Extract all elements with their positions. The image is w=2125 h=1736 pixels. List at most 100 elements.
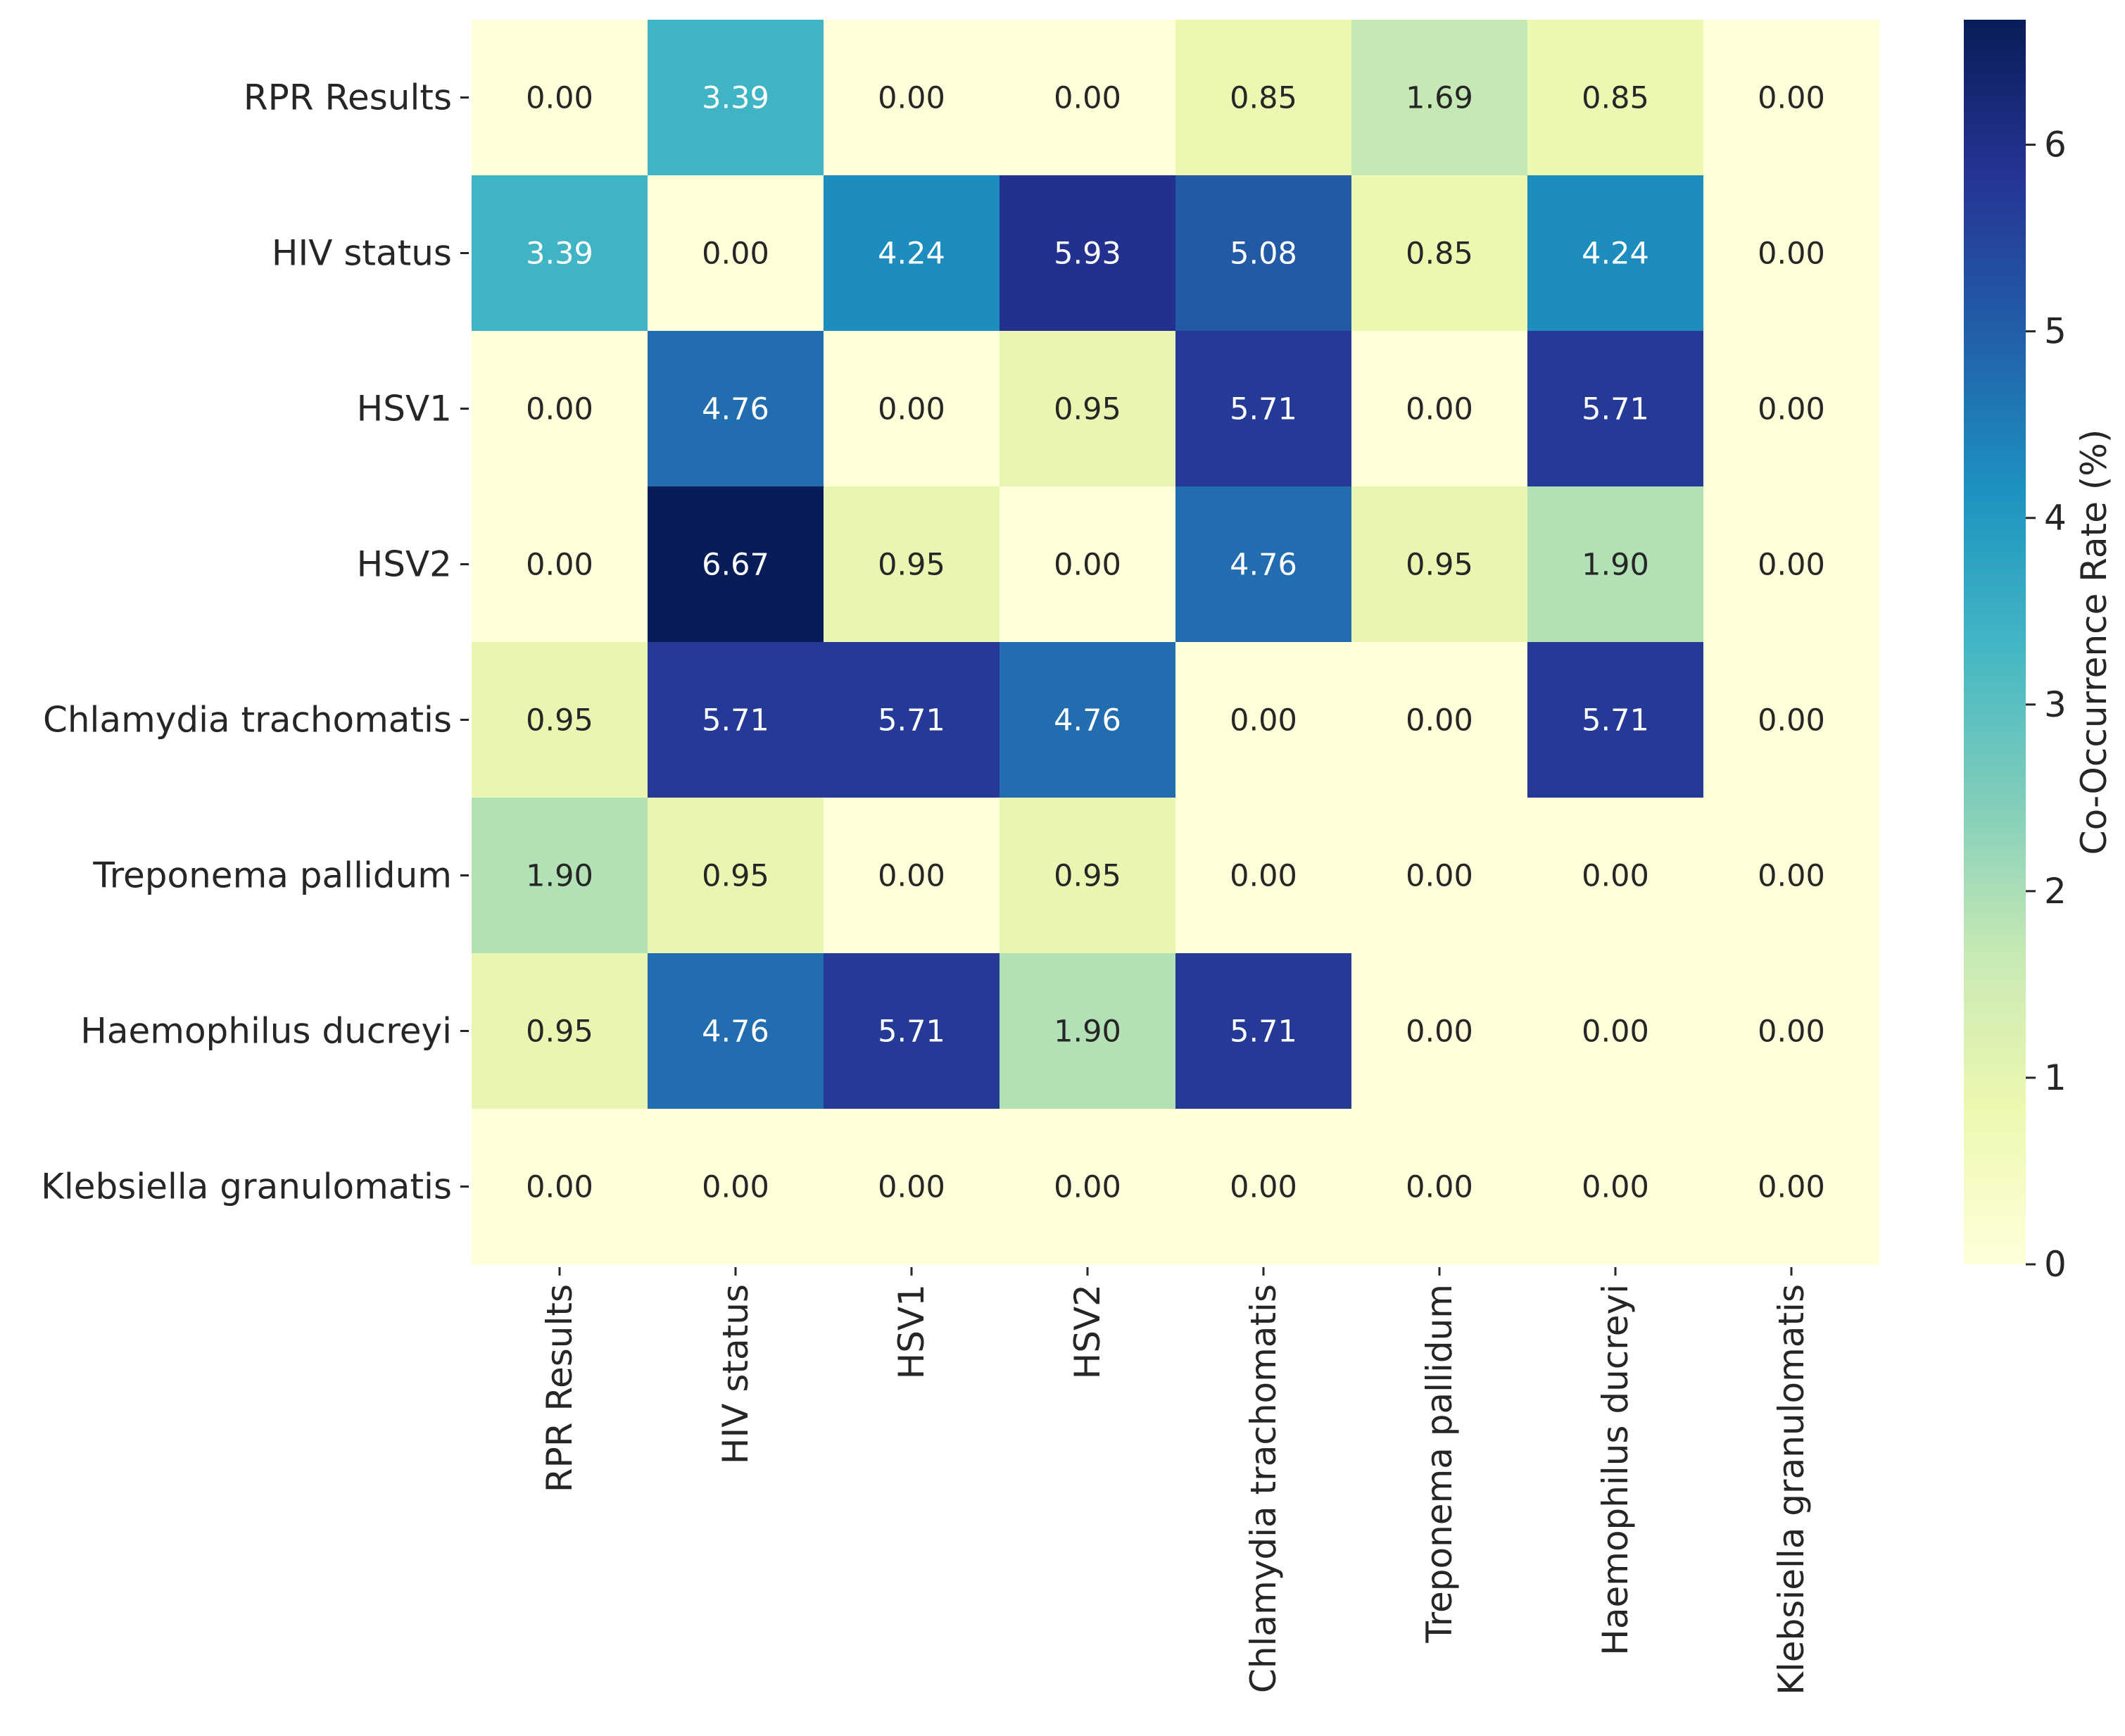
cell-value-labels: 0.00 3.39 0.00 0.00 0.85 1.69 0.85 0.00 3.39 0.00… <box>526 81 1825 1205</box>
heatmap-cell-r1-c0 <box>472 175 648 332</box>
colorbar-tick-label: 2 <box>2044 871 2067 912</box>
heatmap-cell-r5-c4 <box>1175 798 1352 954</box>
heatmap-cells <box>472 20 1880 1265</box>
cell-value-label: 0.00 <box>1758 859 1825 894</box>
cell-value-label: 5.71 <box>878 703 945 738</box>
y-tick-label-chlamydia-trachomatis: Chlamydia trachomatis <box>43 700 452 741</box>
heatmap-cell-r7-c2 <box>824 1109 1000 1265</box>
cell-value-label: 0.00 <box>526 1170 593 1205</box>
cell-value-label: 5.71 <box>702 703 769 738</box>
cell-value-label: 1.90 <box>1054 1014 1121 1050</box>
cell-value-label: 0.00 <box>1054 548 1121 583</box>
cell-value-label: 0.00 <box>1582 1014 1649 1050</box>
cell-value-label: 0.00 <box>1582 1170 1649 1205</box>
cell-value-label: 0.00 <box>1406 703 1473 738</box>
heatmap-cell-r2-c4 <box>1175 331 1352 487</box>
heatmap-cell-r7-c5 <box>1351 1109 1528 1265</box>
cell-value-label: 0.00 <box>878 1170 945 1205</box>
heatmap-cell-r0-c2 <box>824 20 1000 176</box>
cell-value-label: 0.00 <box>526 392 593 427</box>
cell-value-label: 0.95 <box>702 859 769 894</box>
heatmap-cell-r3-c0 <box>472 486 648 643</box>
heatmap-cell-r0-c4 <box>1175 20 1352 176</box>
heatmap-cell-r5-c6 <box>1527 798 1704 954</box>
heatmap-cell-r4-c7 <box>1703 642 1880 798</box>
heatmap-cell-r3-c4 <box>1175 486 1352 643</box>
cell-value-label: 6.67 <box>702 548 769 583</box>
heatmap-cell-r0-c7 <box>1703 20 1880 176</box>
heatmap-cell-r1-c4 <box>1175 175 1352 332</box>
cell-value-label: 5.71 <box>1582 703 1649 738</box>
x-tick-label-hsv2: HSV2 <box>1067 1284 1108 1379</box>
heatmap-cell-r0-c5 <box>1351 20 1528 176</box>
heatmap-cell-r3-c5 <box>1351 486 1528 643</box>
cell-value-label: 1.90 <box>526 859 593 894</box>
cell-value-label: 0.00 <box>526 548 593 583</box>
colorbar-tick-label: 3 <box>2044 684 2067 725</box>
cell-value-label: 0.95 <box>1054 392 1121 427</box>
cell-value-label: 0.00 <box>1406 859 1473 894</box>
cell-value-label: 0.00 <box>1758 548 1825 583</box>
cell-value-label: 4.76 <box>1054 703 1121 738</box>
cell-value-label: 0.00 <box>1406 392 1473 427</box>
heatmap-cell-r6-c3 <box>1000 953 1176 1109</box>
cell-value-label: 0.00 <box>1406 1170 1473 1205</box>
y-tick-label-hsv1: HSV1 <box>357 389 452 429</box>
heatmap-cell-r2-c2 <box>824 331 1000 487</box>
cell-value-label: 0.00 <box>878 392 945 427</box>
heatmap-cell-r6-c5 <box>1351 953 1528 1109</box>
cell-value-label: 4.76 <box>1230 548 1297 583</box>
x-tick-label-klebsiella-granulomatis: Klebsiella granulomatis <box>1771 1284 1812 1695</box>
cell-value-label: 0.00 <box>1758 1014 1825 1050</box>
heatmap-cell-r5-c5 <box>1351 798 1528 954</box>
colorbar-tick-label: 5 <box>2044 311 2067 352</box>
cell-value-label: 0.00 <box>1758 237 1825 272</box>
y-tick-label-hsv2: HSV2 <box>357 544 452 585</box>
x-tick-label-hiv-status: HIV status <box>715 1284 756 1464</box>
cell-value-label: 5.93 <box>1054 237 1121 272</box>
cell-value-label: 4.24 <box>1582 237 1649 272</box>
heatmap-cell-r2-c7 <box>1703 331 1880 487</box>
cell-value-label: 0.00 <box>1758 392 1825 427</box>
heatmap-cell-r2-c6 <box>1527 331 1704 487</box>
heatmap-cell-r7-c4 <box>1175 1109 1352 1265</box>
cell-value-label: 0.95 <box>526 703 593 738</box>
y-tick-label-klebsiella-granulomatis: Klebsiella granulomatis <box>41 1166 452 1207</box>
heatmap-cell-r4-c1 <box>648 642 824 798</box>
heatmap-cell-r4-c4 <box>1175 642 1352 798</box>
x-axis: RPR Results HIV status HSV1 HSV2 Chlamydia t… <box>539 1267 1812 1695</box>
cell-value-label: 5.71 <box>1230 392 1297 427</box>
cell-value-label: 0.95 <box>526 1014 593 1050</box>
cell-value-label: 4.24 <box>878 237 945 272</box>
heatmap-cell-r1-c3 <box>1000 175 1176 332</box>
cell-value-label: 0.00 <box>1054 1170 1121 1205</box>
cell-value-label: 0.00 <box>1758 1170 1825 1205</box>
cell-value-label: 5.08 <box>1230 237 1297 272</box>
cell-value-label: 0.00 <box>1230 1170 1297 1205</box>
cell-value-label: 5.71 <box>878 1014 945 1050</box>
heatmap-cell-r6-c2 <box>824 953 1000 1109</box>
cell-value-label: 5.71 <box>1230 1014 1297 1050</box>
heatmap-cell-r4-c0 <box>472 642 648 798</box>
heatmap-cell-r4-c6 <box>1527 642 1704 798</box>
cell-value-label: 0.00 <box>1230 859 1297 894</box>
x-tick-label-rpr-results: RPR Results <box>539 1284 580 1492</box>
heatmap-cell-r2-c3 <box>1000 331 1176 487</box>
heatmap-cell-r7-c3 <box>1000 1109 1176 1265</box>
heatmap-cell-r6-c1 <box>648 953 824 1109</box>
cell-value-label: 4.76 <box>702 392 769 427</box>
heatmap-cell-r2-c1 <box>648 331 824 487</box>
heatmap-cell-r0-c3 <box>1000 20 1176 176</box>
heatmap-cell-r2-c5 <box>1351 331 1528 487</box>
cell-value-label: 4.76 <box>702 1014 769 1050</box>
heatmap-cell-r0-c0 <box>472 20 648 176</box>
heatmap-cell-r7-c1 <box>648 1109 824 1265</box>
x-tick-label-chlamydia-trachomatis: Chlamydia trachomatis <box>1243 1284 1284 1693</box>
cell-value-label: 0.00 <box>1406 1014 1473 1050</box>
y-tick-label-hiv-status: HIV status <box>272 233 452 274</box>
cell-value-label: 0.00 <box>1230 703 1297 738</box>
heatmap-cell-r3-c1 <box>648 486 824 643</box>
y-tick-label-treponema-pallidum: Treponema pallidum <box>92 855 452 896</box>
